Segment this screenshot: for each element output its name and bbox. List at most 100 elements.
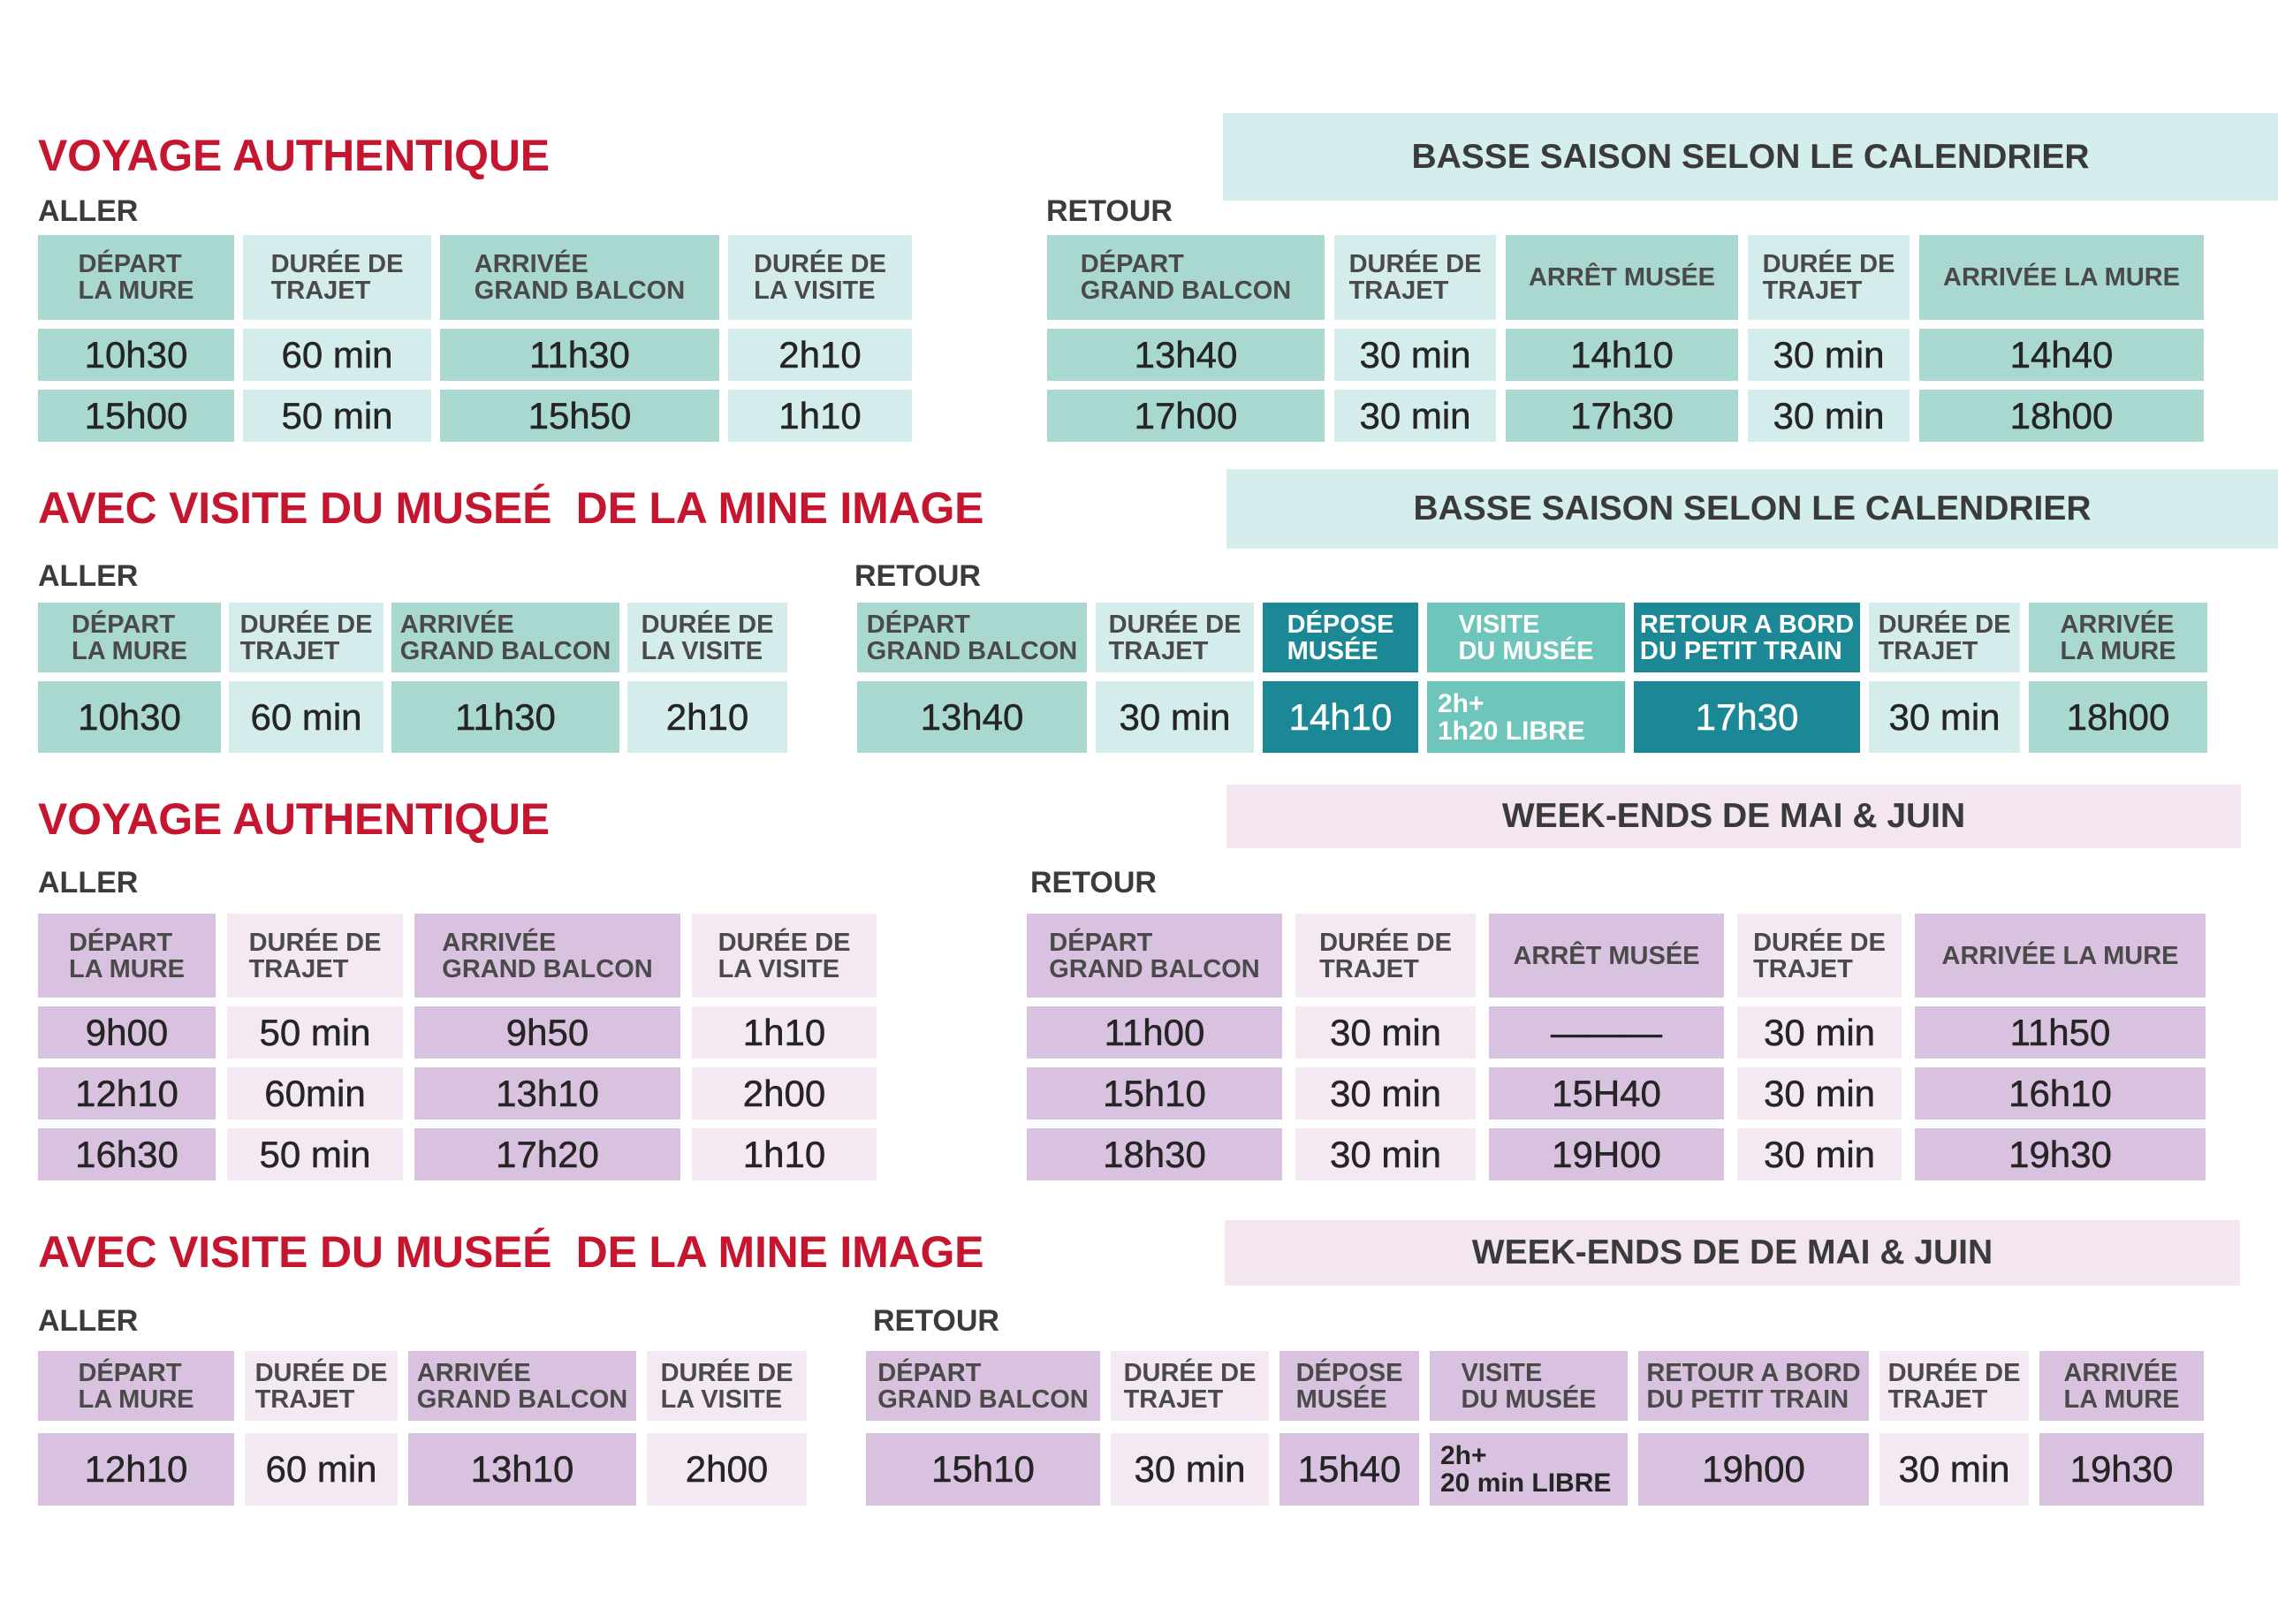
retour-label: RETOUR xyxy=(873,1304,999,1338)
schedule-cell: 14h10 xyxy=(1506,329,1738,381)
schedule-value: 60 min xyxy=(265,1448,377,1490)
schedule-cell: 30 min xyxy=(1737,1067,1902,1119)
column-header: DURÉE DE TRAJET xyxy=(1879,1351,2029,1421)
aller-timetable: DÉPART LA MURE DURÉE DE TRAJET ARRIVÉE GRA… xyxy=(38,235,912,442)
schedule-cell: 30 min xyxy=(1737,1006,1902,1059)
schedule-value: 12h10 xyxy=(75,1072,178,1114)
schedule-cell: 30 min xyxy=(1295,1067,1476,1119)
aller-timetable: DÉPART LA MURE DURÉE DE TRAJET ARRIVÉE GRA… xyxy=(38,603,787,753)
column-header-label: DURÉE DE TRAJET xyxy=(254,1358,388,1414)
schedule-cell: 11h30 xyxy=(440,329,719,381)
retour-timetable: DÉPART GRAND BALCON DURÉE DE TRAJET ARRÊT … xyxy=(1027,914,2206,1180)
schedule-cell: 2h+ 1h20 LIBRE xyxy=(1427,681,1625,753)
section-title: AVEC VISITE DU MUSEÉ DE LA MINE IMAGE xyxy=(38,483,984,533)
schedule-value: 30 min xyxy=(1329,1072,1442,1114)
schedule-cell: 30 min xyxy=(1869,681,2020,753)
schedule-value: 18h30 xyxy=(1103,1133,1206,1175)
schedule-value: 30 min xyxy=(1763,1133,1876,1175)
aller-label: ALLER xyxy=(38,1304,139,1338)
schedule-cell: 19h00 xyxy=(1638,1433,1869,1506)
column-header: DURÉE DE TRAJET xyxy=(1111,1351,1269,1421)
schedule-value: 11h30 xyxy=(455,695,556,738)
season-banner: WEEK-ENDS DE MAI & JUIN xyxy=(1226,785,2241,848)
column-header-label: DURÉE DE TRAJET xyxy=(1108,610,1242,665)
column-header: ARRIVÉE LA MURE xyxy=(2039,1351,2204,1421)
column-header-label: VISITE DU MUSÉE xyxy=(1461,1358,1597,1414)
column-header-label: RETOUR A BORD DU PETIT TRAIN xyxy=(1646,1358,1861,1414)
schedule-cell: 1h10 xyxy=(728,390,912,442)
column-header: ARRIVÉE GRAND BALCON xyxy=(440,235,719,320)
column-header-label: DURÉE DE TRAJET xyxy=(1123,1358,1257,1414)
schedule-cell: 60min xyxy=(227,1067,403,1119)
schedule-cell: 50 min xyxy=(227,1128,403,1180)
column-header: DÉPOSE MUSÉE xyxy=(1279,1351,1419,1421)
column-header: ARRIVÉE LA MURE xyxy=(1919,235,2204,320)
column-header-label: DÉPART LA MURE xyxy=(68,928,186,983)
schedule-value: 50 min xyxy=(281,394,393,436)
column-header-label: DÉPART GRAND BALCON xyxy=(1049,928,1260,983)
schedule-value: 60min xyxy=(264,1072,366,1114)
column-header-label: DURÉE DE TRAJET xyxy=(270,250,404,305)
schedule-cell: 16h30 xyxy=(38,1128,216,1180)
schedule-value: 19h00 xyxy=(1702,1448,1805,1490)
schedule-value: 30 min xyxy=(1773,333,1885,376)
schedule-value: 19H00 xyxy=(1552,1133,1661,1175)
column-header-label: ARRÊT MUSÉE xyxy=(1513,941,1700,970)
schedule-value: 18h00 xyxy=(2009,394,2114,436)
schedule-cell: 9h00 xyxy=(38,1006,216,1059)
schedule-cell: 11h50 xyxy=(1915,1006,2206,1059)
schedule-cell: 30 min xyxy=(1748,329,1910,381)
column-header-label: VISITE DU MUSÉE xyxy=(1458,610,1594,665)
schedule-value: 16h10 xyxy=(2008,1072,2112,1114)
schedule-value: 2h00 xyxy=(685,1448,769,1490)
column-header-label: DÉPOSE MUSÉE xyxy=(1287,610,1394,665)
schedule-value: 9h00 xyxy=(85,1011,169,1053)
schedule-cell: 12h10 xyxy=(38,1433,234,1506)
column-header-label: DURÉE DE TRAJET xyxy=(1348,250,1482,305)
season-banner: BASSE SAISON SELON LE CALENDRIER xyxy=(1226,469,2278,549)
column-header-label: DURÉE DE LA VISITE xyxy=(660,1358,794,1414)
schedule-value: ——— xyxy=(1551,1011,1663,1053)
retour-label: RETOUR xyxy=(1046,194,1173,228)
column-header: DURÉE DE TRAJET xyxy=(1748,235,1910,320)
schedule-value: 13h40 xyxy=(920,695,1024,738)
schedule-value: 2h+ 1h20 LIBRE xyxy=(1438,688,1585,746)
schedule-cell: 30 min xyxy=(1334,329,1496,381)
column-header: DURÉE DE TRAJET xyxy=(1295,914,1476,998)
column-header-label: ARRIVÉE GRAND BALCON xyxy=(474,250,686,305)
retour-timetable: DÉPART GRAND BALCON DURÉE DE TRAJET DÉPOSE… xyxy=(857,603,2207,753)
column-header-label: ARRÊT MUSÉE xyxy=(1528,263,1716,292)
schedule-value: 13h40 xyxy=(1134,333,1238,376)
schedule-cell: 13h10 xyxy=(408,1433,636,1506)
schedule-value: 30 min xyxy=(1898,1448,2010,1490)
column-header: ARRIVÉE GRAND BALCON xyxy=(408,1351,636,1421)
aller-label: ALLER xyxy=(38,866,139,899)
schedule-cell: 12h10 xyxy=(38,1067,216,1119)
schedule-value: 14h40 xyxy=(2009,333,2114,376)
schedule-value: 50 min xyxy=(259,1133,371,1175)
column-header: DURÉE DE TRAJET xyxy=(229,603,383,672)
column-header-label: DURÉE DE LA VISITE xyxy=(754,250,886,305)
schedule-cell: 1h10 xyxy=(692,1128,877,1180)
schedule-value: 2h10 xyxy=(665,695,749,738)
schedule-cell: 30 min xyxy=(1334,390,1496,442)
retour-label: RETOUR xyxy=(1030,866,1157,899)
column-header: VISITE DU MUSÉE xyxy=(1430,1351,1628,1421)
schedule-cell: 1h10 xyxy=(692,1006,877,1059)
schedule-value: 30 min xyxy=(1134,1448,1246,1490)
schedule-cell: 18h00 xyxy=(2029,681,2207,753)
schedule-cell: 15h10 xyxy=(1027,1067,1282,1119)
schedule-cell: 19H00 xyxy=(1489,1128,1724,1180)
schedule-cell: 2h10 xyxy=(728,329,912,381)
column-header-label: ARRIVÉE LA MURE xyxy=(2063,1358,2180,1414)
schedule-value: 13h10 xyxy=(496,1072,599,1114)
schedule-cell: 19h30 xyxy=(1915,1128,2206,1180)
schedule-cell: 19h30 xyxy=(2039,1433,2204,1506)
retour-timetable: DÉPART GRAND BALCON DURÉE DE TRAJET DÉPOSE… xyxy=(866,1351,2204,1506)
column-header: DÉPART LA MURE xyxy=(38,914,216,998)
schedule-value: 50 min xyxy=(259,1011,371,1053)
column-header: ARRIVÉE LA MURE xyxy=(1915,914,2206,998)
schedule-value: 2h10 xyxy=(778,333,862,376)
schedule-value: 30 min xyxy=(1888,695,2001,738)
schedule-value: 30 min xyxy=(1359,394,1471,436)
